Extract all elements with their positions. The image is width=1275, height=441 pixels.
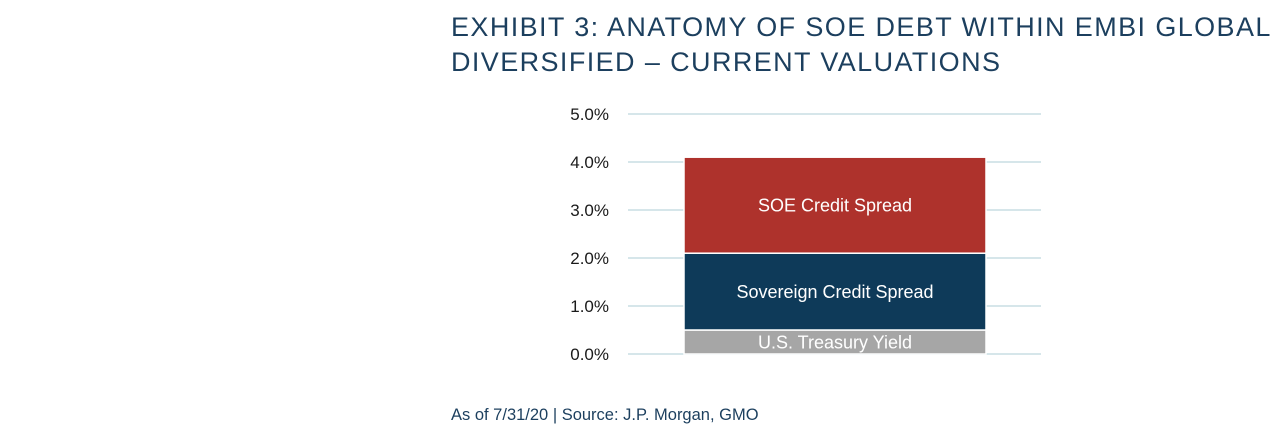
y-tick-label: 3.0%	[570, 201, 609, 220]
source-footnote: As of 7/31/20 | Source: J.P. Morgan, GMO	[451, 406, 759, 424]
chart-title-line-1: EXHIBIT 3: ANATOMY OF SOE DEBT WITHIN EM…	[451, 12, 1272, 42]
segment-labels: U.S. Treasury Yield Sovereign Credit Spre…	[736, 196, 933, 353]
bar-segment-u-s-treasury-yield	[683, 329, 987, 355]
stacked-bar	[683, 156, 987, 355]
y-axis-tick-labels: 0.0% 1.0% 2.0% 3.0% 4.0% 5.0%	[570, 105, 609, 364]
y-tick-label: 1.0%	[570, 297, 609, 316]
y-tick-label: 4.0%	[570, 153, 609, 172]
bar-segment-soe-credit-spread	[683, 156, 987, 254]
segment-label: U.S. Treasury Yield	[758, 333, 912, 353]
y-tick-label: 5.0%	[570, 105, 609, 124]
chart-title-line-2: DIVERSIFIED – CURRENT VALUATIONS	[451, 47, 1002, 77]
y-tick-label: 2.0%	[570, 249, 609, 268]
segment-label: SOE Credit Spread	[758, 196, 912, 216]
chart-title: EXHIBIT 3: ANATOMY OF SOE DEBT WITHIN EM…	[451, 10, 1272, 80]
segment-label: Sovereign Credit Spread	[736, 282, 933, 302]
y-tick-label: 0.0%	[570, 345, 609, 364]
